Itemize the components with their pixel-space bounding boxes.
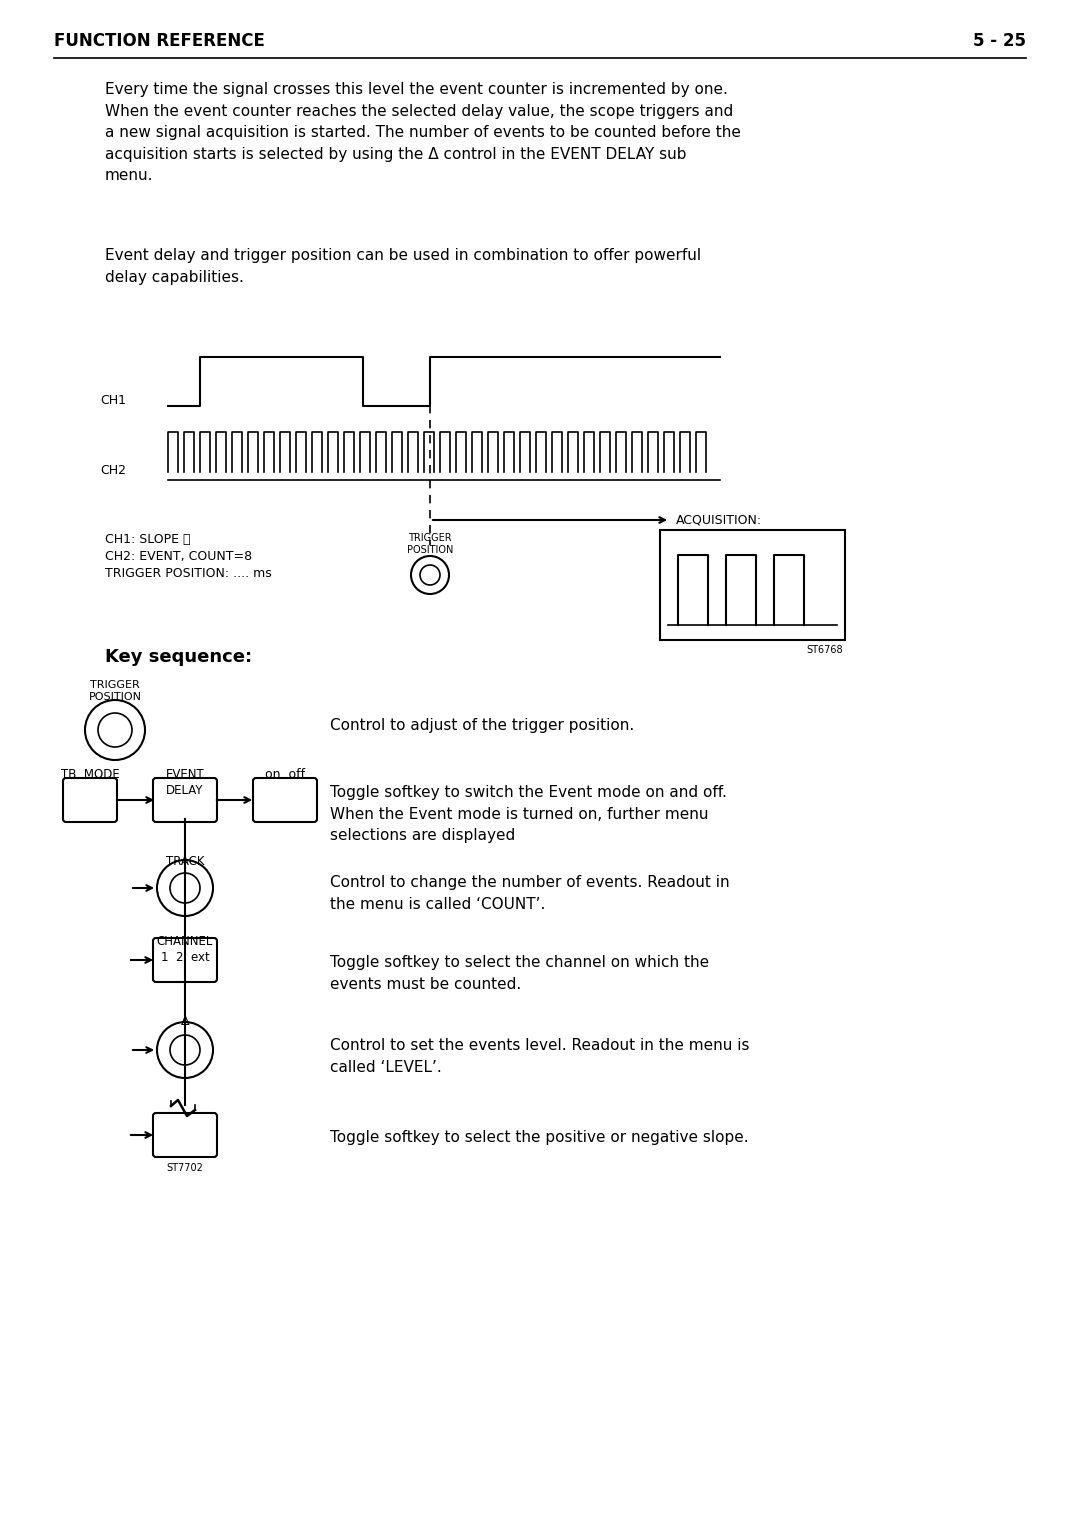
Text: Control to set the events level. Readout in the menu is
called ‘LEVEL’.: Control to set the events level. Readout… bbox=[330, 1038, 750, 1075]
Text: TRACK: TRACK bbox=[165, 855, 204, 868]
Text: FUNCTION REFERENCE: FUNCTION REFERENCE bbox=[54, 32, 265, 50]
Text: Every time the signal crosses this level the event counter is incremented by one: Every time the signal crosses this level… bbox=[105, 83, 741, 183]
Bar bbox=[660, 531, 845, 641]
Text: ST7702: ST7702 bbox=[166, 1164, 203, 1173]
Text: Δ: Δ bbox=[180, 1015, 189, 1027]
Text: Key sequence:: Key sequence: bbox=[105, 648, 252, 667]
Text: Toggle softkey to select the channel on which the
events must be counted.: Toggle softkey to select the channel on … bbox=[330, 956, 710, 992]
Text: CH1: SLOPE ⍼: CH1: SLOPE ⍼ bbox=[105, 534, 190, 546]
Text: TRIGGER
POSITION: TRIGGER POSITION bbox=[407, 534, 454, 555]
Text: Control to change the number of events. Readout in
the menu is called ‘COUNT’.: Control to change the number of events. … bbox=[330, 875, 730, 911]
Text: on  off: on off bbox=[265, 768, 305, 781]
Text: TB  MODE: TB MODE bbox=[60, 768, 120, 781]
Text: CHANNEL
1  2  ext: CHANNEL 1 2 ext bbox=[157, 936, 213, 963]
Text: CH2: EVENT, COUNT=8: CH2: EVENT, COUNT=8 bbox=[105, 550, 252, 563]
Text: TRIGGER POSITION: .... ms: TRIGGER POSITION: .... ms bbox=[105, 567, 272, 579]
Text: 5 - 25: 5 - 25 bbox=[973, 32, 1026, 50]
Text: CH1: CH1 bbox=[100, 393, 126, 407]
Text: Toggle softkey to switch the Event mode on and off.
When the Event mode is turne: Toggle softkey to switch the Event mode … bbox=[330, 784, 727, 842]
Text: ST6768: ST6768 bbox=[807, 645, 843, 654]
Text: Control to adjust of the trigger position.: Control to adjust of the trigger positio… bbox=[330, 719, 634, 732]
Text: CH2: CH2 bbox=[100, 463, 126, 477]
Text: TRIGGER
POSITION: TRIGGER POSITION bbox=[89, 680, 141, 702]
Text: EVENT
DELAY: EVENT DELAY bbox=[165, 768, 204, 797]
Text: Event delay and trigger position can be used in combination to offer powerful
de: Event delay and trigger position can be … bbox=[105, 248, 701, 284]
Text: Toggle softkey to select the positive or negative slope.: Toggle softkey to select the positive or… bbox=[330, 1130, 748, 1145]
Text: ACQUISITION:: ACQUISITION: bbox=[676, 514, 762, 526]
